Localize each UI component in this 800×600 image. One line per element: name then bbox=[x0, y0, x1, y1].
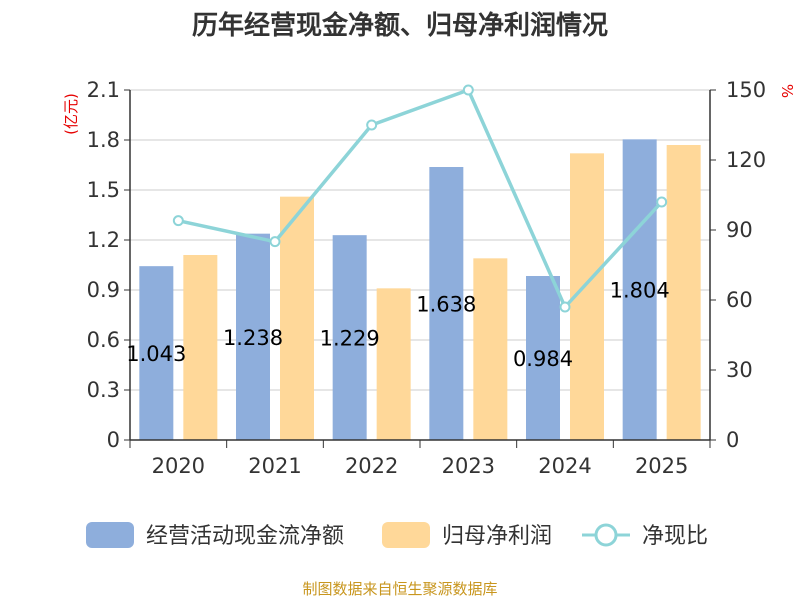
ratio-point bbox=[269, 236, 281, 248]
x-tick-label: 2021 bbox=[248, 454, 301, 478]
chart-title: 历年经营现金净额、归母净利润情况 bbox=[192, 10, 608, 41]
source-note: 制图数据来自恒生聚源数据库 bbox=[302, 580, 497, 598]
bar-cashflow bbox=[236, 233, 270, 440]
bar-profit bbox=[183, 255, 218, 440]
bars bbox=[139, 139, 701, 441]
legend: 经营活动现金流净额 归母净利润 净现比 bbox=[86, 522, 708, 549]
data-labels: 1.043 1.238 1.229 1.638 0.984 1.804 bbox=[126, 279, 669, 371]
x-tick-label: 2023 bbox=[442, 454, 495, 478]
data-label-cashflow: 1.238 bbox=[223, 326, 283, 350]
y-right-tick-label: 120 bbox=[726, 148, 766, 172]
x-tick-label: 2020 bbox=[152, 454, 205, 478]
y-left-tick-label: 0 bbox=[107, 428, 120, 452]
x-tick-label: 2024 bbox=[538, 454, 591, 478]
grid bbox=[130, 89, 710, 441]
ratio-point bbox=[559, 301, 571, 313]
bar-cashflow bbox=[429, 167, 464, 440]
y-right-tick-label: 150 bbox=[726, 78, 766, 102]
x-tick-label: 2022 bbox=[345, 454, 398, 478]
ratio-point bbox=[656, 196, 668, 208]
y-left-tick-label: 1.2 bbox=[87, 228, 120, 252]
legend-label-ratio: 净现比 bbox=[642, 524, 708, 549]
data-label-cashflow: 0.984 bbox=[513, 347, 573, 371]
ratio-point bbox=[366, 119, 378, 131]
bar-cashflow bbox=[332, 235, 367, 440]
legend-label-cashflow: 经营活动现金流净额 bbox=[146, 524, 344, 549]
bar-profit bbox=[280, 196, 314, 440]
axes: 0 0.3 0.6 0.9 1.2 1.5 1.8 2.1 0 30 60 90 120 150 2020 2… bbox=[87, 78, 767, 478]
bar-profit bbox=[473, 258, 508, 440]
bar-cashflow bbox=[526, 276, 560, 440]
legend-swatch-cashflow bbox=[86, 522, 134, 548]
bar-profit bbox=[666, 145, 701, 440]
data-label-cashflow: 1.043 bbox=[126, 342, 186, 366]
ratio-point bbox=[462, 84, 474, 96]
ratio-line bbox=[172, 84, 668, 313]
legend-marker-ratio bbox=[594, 523, 618, 547]
y-left-tick-label: 0.6 bbox=[87, 328, 120, 352]
bar-cashflow bbox=[622, 139, 657, 441]
bar-cashflow bbox=[139, 266, 174, 440]
right-axis-unit: % bbox=[778, 84, 796, 98]
y-left-tick-label: 0.9 bbox=[87, 278, 120, 302]
ratio-line-path bbox=[177, 88, 663, 309]
y-left-tick-label: 2.1 bbox=[87, 78, 120, 102]
legend-label-profit: 归母净利润 bbox=[442, 524, 552, 549]
y-right-tick-label: 90 bbox=[726, 218, 753, 242]
y-left-tick-label: 1.5 bbox=[87, 178, 120, 202]
ratio-point bbox=[172, 215, 184, 227]
x-tick-label: 2025 bbox=[635, 454, 688, 478]
y-right-tick-label: 30 bbox=[726, 358, 753, 382]
bar-profit bbox=[376, 288, 411, 440]
left-axis-unit: (亿元) bbox=[62, 93, 80, 135]
y-left-tick-label: 1.8 bbox=[87, 128, 120, 152]
y-right-tick-label: 60 bbox=[726, 288, 753, 312]
data-label-cashflow: 1.638 bbox=[416, 293, 476, 317]
data-label-cashflow: 1.804 bbox=[610, 279, 670, 303]
y-left-tick-label: 0.3 bbox=[87, 378, 120, 402]
data-label-cashflow: 1.229 bbox=[320, 327, 380, 351]
y-right-tick-label: 0 bbox=[726, 428, 739, 452]
legend-swatch-profit bbox=[382, 522, 430, 548]
